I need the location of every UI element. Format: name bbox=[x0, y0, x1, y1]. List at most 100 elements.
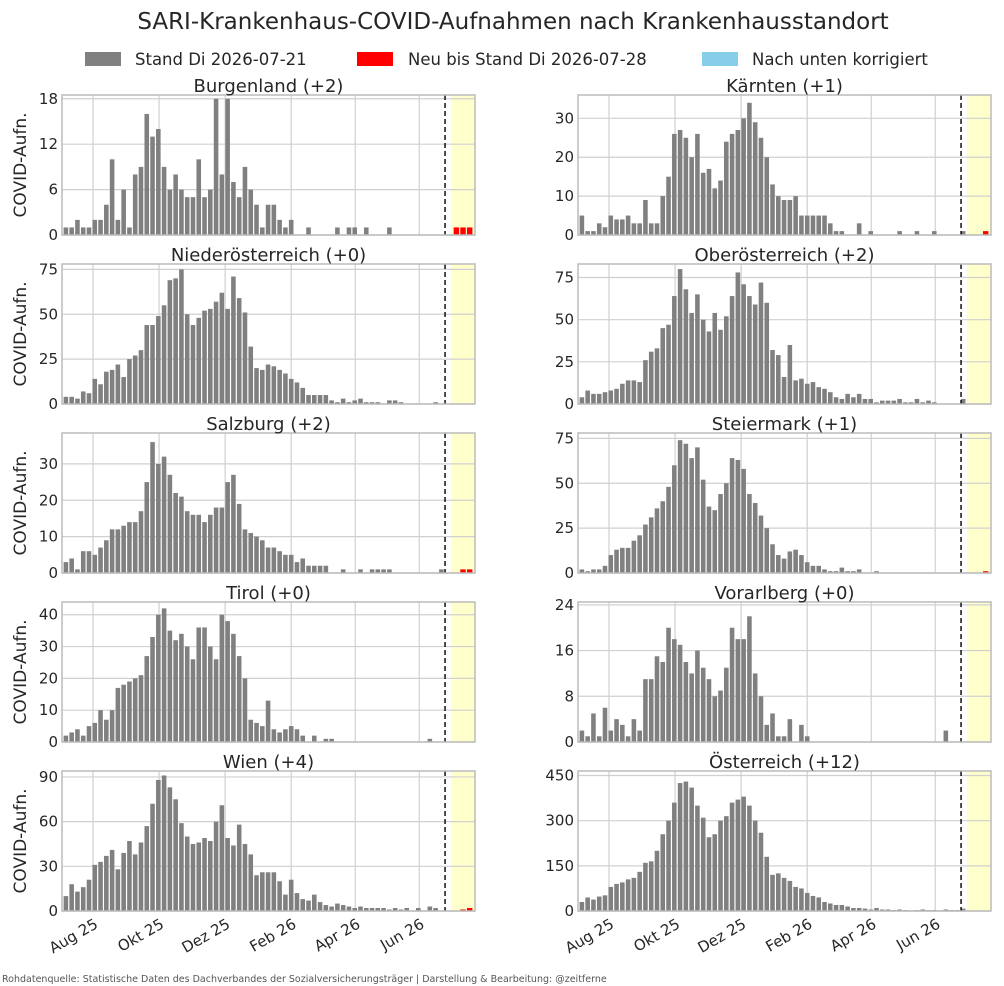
y-tick-label: 0 bbox=[564, 733, 574, 751]
bar bbox=[776, 555, 781, 573]
bar bbox=[138, 511, 144, 573]
bar bbox=[392, 908, 398, 911]
bar bbox=[608, 215, 614, 235]
bar bbox=[839, 567, 845, 573]
bar bbox=[585, 571, 590, 573]
bar bbox=[80, 887, 86, 911]
bar bbox=[161, 775, 167, 911]
bar bbox=[202, 838, 207, 911]
bar bbox=[202, 627, 207, 742]
bar bbox=[758, 696, 764, 742]
bar bbox=[86, 227, 92, 235]
bar bbox=[724, 316, 729, 404]
bar bbox=[747, 102, 752, 236]
bar bbox=[283, 729, 288, 742]
bar bbox=[712, 312, 718, 404]
bar bbox=[810, 382, 816, 404]
bar bbox=[764, 724, 770, 742]
bar bbox=[758, 832, 764, 911]
bar bbox=[213, 301, 219, 404]
bar bbox=[874, 402, 879, 404]
bar bbox=[752, 122, 758, 235]
bar bbox=[828, 223, 833, 235]
bar bbox=[242, 843, 248, 911]
bar bbox=[614, 719, 619, 742]
bar bbox=[718, 820, 723, 911]
bar bbox=[300, 387, 306, 404]
bar bbox=[828, 903, 833, 911]
bar bbox=[271, 366, 277, 404]
bar bbox=[672, 133, 677, 235]
bar bbox=[104, 371, 109, 404]
bar bbox=[144, 325, 150, 404]
bar bbox=[184, 314, 190, 404]
bar bbox=[776, 355, 781, 404]
bar bbox=[816, 215, 822, 235]
bar bbox=[683, 137, 689, 235]
x-tick-label: Dez 25 bbox=[179, 915, 233, 957]
bar bbox=[654, 348, 660, 404]
bar bbox=[306, 900, 311, 911]
bar bbox=[92, 722, 98, 742]
bar bbox=[260, 726, 265, 742]
bar bbox=[960, 398, 966, 404]
bar bbox=[614, 883, 619, 911]
bar bbox=[747, 616, 752, 742]
bar bbox=[591, 231, 596, 235]
bar bbox=[75, 891, 80, 911]
bar bbox=[179, 189, 184, 235]
bar bbox=[591, 569, 596, 573]
bar bbox=[288, 554, 294, 573]
bar bbox=[695, 133, 700, 235]
bar bbox=[672, 465, 677, 573]
bar bbox=[851, 571, 856, 573]
bar bbox=[660, 328, 666, 404]
bar bbox=[231, 182, 236, 235]
y-tick-label: 75 bbox=[39, 260, 58, 278]
bar bbox=[104, 540, 109, 573]
bar bbox=[323, 738, 329, 742]
x-tick-label: Aug 25 bbox=[562, 915, 617, 957]
x-tick-label: Okt 25 bbox=[631, 915, 684, 956]
bar bbox=[943, 730, 949, 742]
bar bbox=[121, 852, 126, 911]
bar bbox=[799, 378, 804, 404]
bar bbox=[758, 515, 764, 573]
bar bbox=[741, 468, 746, 573]
bar bbox=[161, 305, 167, 404]
bar bbox=[602, 565, 608, 573]
bar bbox=[288, 219, 294, 235]
bar bbox=[283, 227, 288, 235]
legend-label-corrected: Nach unten korrigiert bbox=[752, 50, 928, 69]
bar bbox=[660, 834, 666, 911]
source-credit: Rohdatenquelle: Statistische Daten des D… bbox=[2, 974, 607, 985]
bar bbox=[822, 388, 827, 404]
bar bbox=[620, 724, 625, 742]
bar bbox=[591, 899, 596, 911]
bar bbox=[277, 732, 282, 742]
bar bbox=[69, 396, 74, 404]
y-tick-label: 75 bbox=[555, 268, 574, 286]
bar bbox=[109, 159, 115, 235]
bar bbox=[260, 540, 265, 573]
bar bbox=[752, 503, 758, 573]
bar bbox=[700, 319, 706, 404]
bar bbox=[799, 215, 804, 235]
bar bbox=[729, 458, 735, 573]
bar bbox=[260, 369, 265, 404]
bar bbox=[822, 569, 827, 573]
bar bbox=[897, 909, 902, 911]
bar bbox=[369, 569, 375, 573]
panel-tirol: 0 10 20 30 40 Tirol (+0) COVID-Aufn. bbox=[11, 583, 476, 751]
bar bbox=[254, 368, 259, 404]
bar bbox=[666, 627, 671, 742]
bar bbox=[433, 908, 438, 911]
bar bbox=[614, 388, 619, 404]
bar bbox=[208, 841, 213, 911]
bar bbox=[654, 656, 660, 742]
bar bbox=[138, 166, 144, 235]
bar bbox=[637, 382, 642, 404]
bar bbox=[213, 98, 219, 235]
bar bbox=[804, 215, 810, 235]
bar bbox=[121, 684, 126, 742]
